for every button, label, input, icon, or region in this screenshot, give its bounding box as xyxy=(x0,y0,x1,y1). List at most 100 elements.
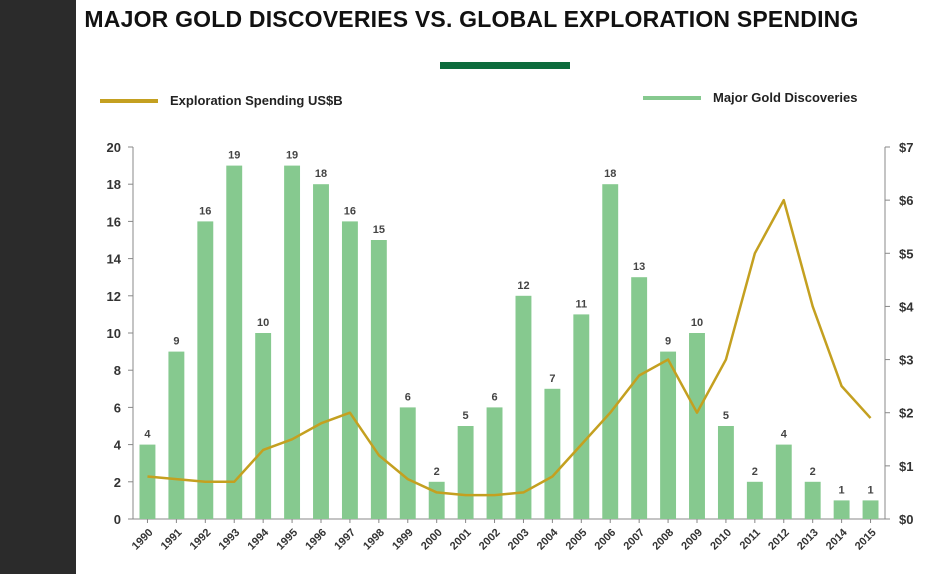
x-tick-label: 2002 xyxy=(477,527,503,553)
x-tick-label: 2009 xyxy=(679,527,705,553)
bar-data-label: 13 xyxy=(633,261,645,273)
x-tick-label: 2006 xyxy=(593,527,619,553)
legend-spending: Exploration Spending US$B xyxy=(100,93,343,108)
bar-data-label: 4 xyxy=(144,429,151,441)
bar-data-label: 15 xyxy=(373,224,385,236)
y-right-tick-label: $2 xyxy=(899,406,913,421)
bar-data-label: 1 xyxy=(839,484,845,496)
legend-discoveries: Major Gold Discoveries xyxy=(643,90,858,105)
bar xyxy=(804,481,821,519)
y-left-tick-label: 18 xyxy=(107,177,121,192)
bar xyxy=(341,221,358,519)
y-right-tick-label: $3 xyxy=(899,353,913,368)
y-left-tick-label: 20 xyxy=(107,140,121,155)
y-right-tick-label: $6 xyxy=(899,193,913,208)
x-tick-label: 2005 xyxy=(564,527,590,553)
bar-data-label: 10 xyxy=(257,317,269,329)
bar-data-label: 12 xyxy=(517,280,529,292)
legend-spending-swatch xyxy=(100,98,158,103)
bar-data-label: 18 xyxy=(604,168,616,180)
y-left-tick-label: 6 xyxy=(114,400,121,415)
y-left-tick-label: 12 xyxy=(107,289,121,304)
bar-data-label: 16 xyxy=(344,205,356,217)
x-tick-label: 1997 xyxy=(332,527,358,553)
bar-data-label: 10 xyxy=(691,317,703,329)
y-left-tick-label: 14 xyxy=(107,252,122,267)
bar-data-label: 2 xyxy=(752,466,758,478)
title-underline xyxy=(440,62,570,69)
x-tick-label: 2003 xyxy=(506,527,532,553)
x-tick-label: 1992 xyxy=(188,527,214,553)
x-tick-label: 2015 xyxy=(853,527,879,553)
x-tick-label: 1995 xyxy=(274,527,300,553)
y-right-tick-label: $7 xyxy=(899,140,913,155)
bar xyxy=(660,351,677,519)
y-right-tick-label: $4 xyxy=(899,299,914,314)
bar xyxy=(602,184,619,519)
bar-data-label: 11 xyxy=(575,298,587,310)
x-tick-label: 2001 xyxy=(448,527,474,553)
y-left-tick-label: 2 xyxy=(114,475,121,490)
bar-data-label: 2 xyxy=(434,466,440,478)
bar xyxy=(197,221,214,519)
x-tick-label: 1996 xyxy=(303,527,329,553)
y-left-tick-label: 8 xyxy=(114,363,121,378)
y-right-tick-label: $1 xyxy=(899,459,913,474)
bar xyxy=(717,426,734,519)
chart-panel xyxy=(76,0,943,574)
bar-data-label: 7 xyxy=(549,373,555,385)
bar xyxy=(370,240,387,519)
y-left-tick-label: 16 xyxy=(107,214,121,229)
bar-data-label: 9 xyxy=(173,336,179,348)
x-tick-label: 1999 xyxy=(390,527,416,553)
bar xyxy=(428,481,445,519)
x-tick-label: 1993 xyxy=(217,527,243,553)
x-tick-label: 1991 xyxy=(159,527,185,553)
bar-data-label: 4 xyxy=(781,429,788,441)
bar xyxy=(515,295,532,519)
legend-discoveries-label: Major Gold Discoveries xyxy=(713,90,858,105)
x-tick-label: 1994 xyxy=(245,526,271,552)
bar xyxy=(168,351,185,519)
bar-data-label: 16 xyxy=(199,205,211,217)
y-left-tick-label: 0 xyxy=(114,512,121,527)
bar-data-label: 5 xyxy=(463,410,469,422)
bar xyxy=(255,333,272,519)
x-tick-label: 2010 xyxy=(708,527,734,553)
bar xyxy=(775,444,792,519)
legend-spending-label: Exploration Spending US$B xyxy=(170,93,343,108)
bar-data-label: 6 xyxy=(405,391,411,403)
y-right-tick-label: $0 xyxy=(899,512,913,527)
x-tick-label: 2007 xyxy=(621,527,647,553)
bar-data-label: 19 xyxy=(228,150,240,162)
bar xyxy=(746,481,763,519)
bar xyxy=(833,500,850,519)
x-tick-label: 1990 xyxy=(130,527,156,553)
x-tick-label: 2011 xyxy=(738,527,763,552)
bar xyxy=(457,426,474,519)
legend-discoveries-swatch xyxy=(643,95,701,100)
bar-data-label: 6 xyxy=(491,391,497,403)
spending-series-line xyxy=(147,198,872,497)
bar xyxy=(313,184,329,519)
bar xyxy=(544,388,561,519)
y-left-tick-label: 4 xyxy=(114,438,122,453)
bar-data-label: 5 xyxy=(723,410,729,422)
bar xyxy=(573,314,590,519)
x-tick-label: 2013 xyxy=(795,527,821,553)
bar-data-label: 1 xyxy=(867,484,873,496)
bar xyxy=(689,333,705,519)
bar xyxy=(862,500,879,519)
bar xyxy=(226,165,243,519)
x-tick-label: 2014 xyxy=(824,526,850,552)
bar-data-label: 2 xyxy=(810,466,816,478)
bar xyxy=(486,407,503,519)
x-tick-label: 2004 xyxy=(535,526,561,552)
x-tick-label: 1998 xyxy=(361,527,387,553)
bar xyxy=(399,407,416,519)
bar-data-label: 18 xyxy=(315,168,327,180)
bar xyxy=(139,444,156,519)
bar xyxy=(284,165,301,519)
x-tick-label: 2000 xyxy=(419,527,445,553)
